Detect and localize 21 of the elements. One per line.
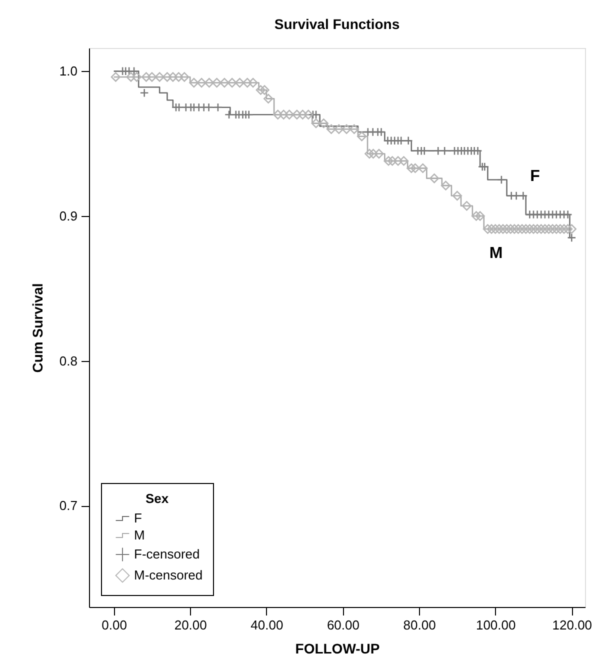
x-tick-label: 80.00	[403, 618, 436, 632]
legend-label: M	[134, 528, 145, 542]
y-tick-label: 0.7	[59, 498, 78, 514]
annotation: F	[530, 168, 540, 185]
x-axis-title: FOLLOW-UP	[295, 640, 380, 656]
y-tick-label: 0.8	[59, 353, 78, 368]
y-tick-label: 1.0	[59, 64, 78, 79]
legend-title: Sex	[145, 491, 170, 506]
x-tick-label: 20.00	[174, 618, 207, 632]
x-tick-label: 40.00	[250, 618, 284, 632]
legend-label: F	[134, 510, 142, 526]
chart-title: Survival Functions	[274, 16, 400, 32]
x-tick-label: 0.00	[102, 618, 127, 632]
x-tick-label: 120.00	[552, 618, 592, 632]
y-tick-label: 0.9	[59, 208, 78, 224]
legend-label: M-censored	[134, 568, 203, 582]
x-tick-label: 60.00	[326, 618, 360, 632]
x-tick-label: 100.00	[476, 618, 516, 632]
y-axis-title: Cum Survival	[29, 283, 46, 373]
annotation: M	[489, 245, 503, 262]
legend-label: F-censored	[134, 546, 200, 562]
